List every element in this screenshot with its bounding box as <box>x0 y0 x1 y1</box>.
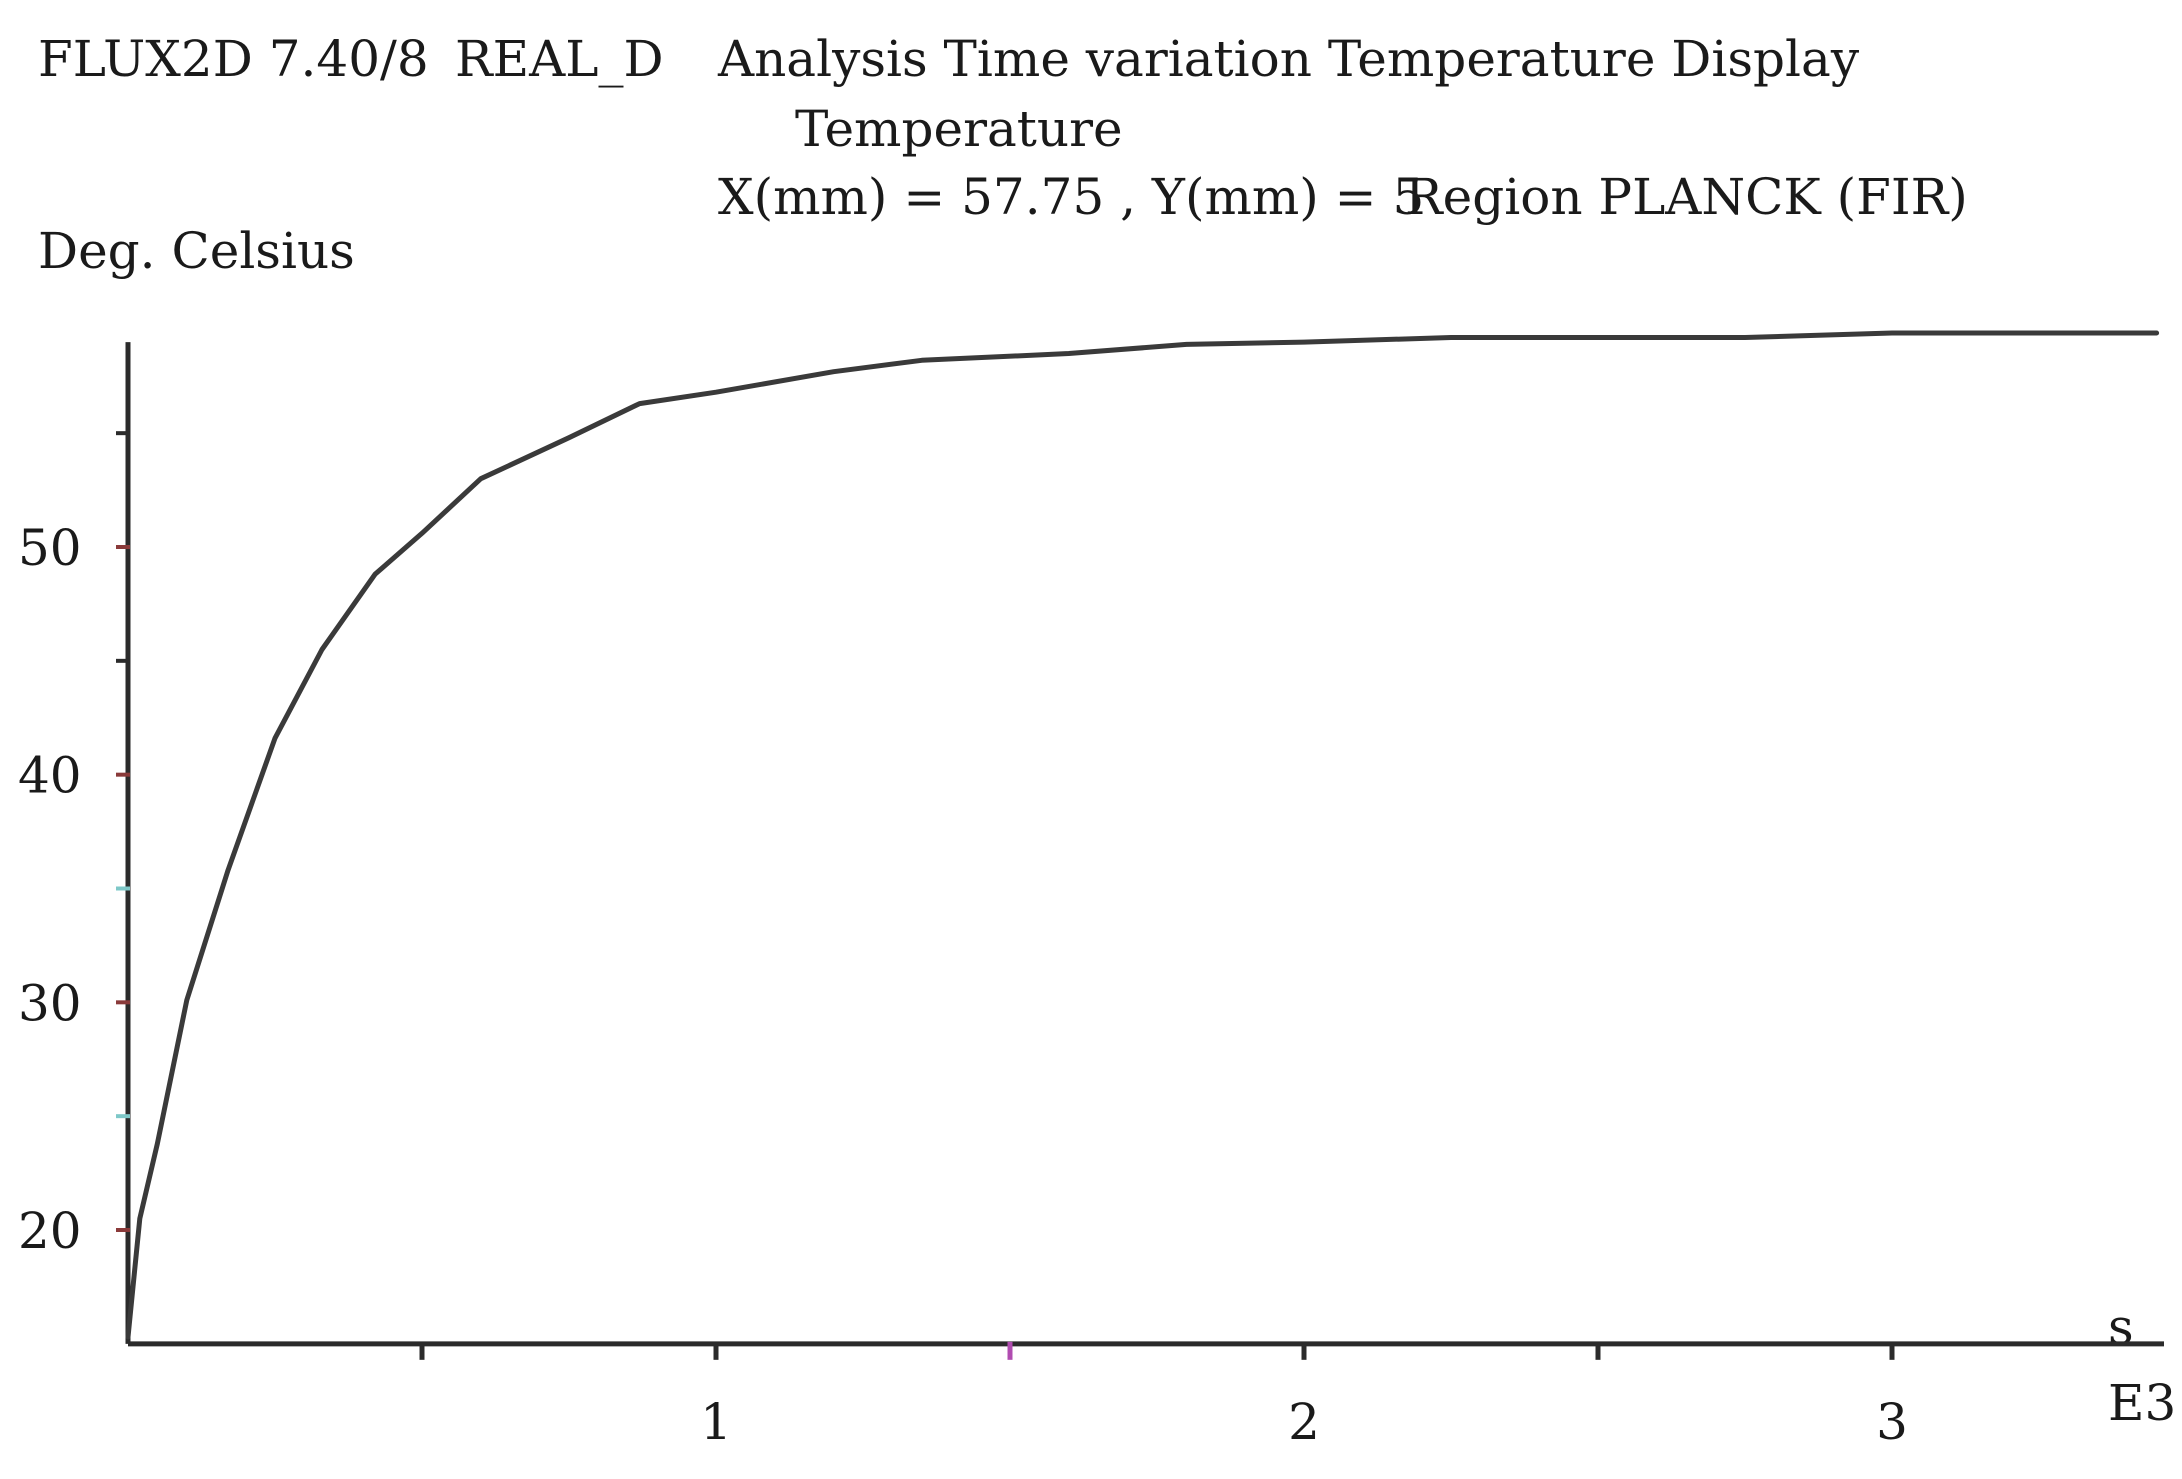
y-tick-label: 50 <box>18 519 82 577</box>
series-layer <box>125 330 2160 1340</box>
probe-location: X(mm) = 57.75 , Y(mm) = 5 <box>718 168 1425 226</box>
y-tick-label: 30 <box>18 974 82 1032</box>
y-tick-label: 20 <box>18 1202 82 1260</box>
case-name: REAL_D <box>455 30 664 88</box>
probe-region: Region PLANCK (FIR) <box>1405 168 1968 226</box>
temperature-series-line <box>125 330 2160 1340</box>
x-tick-label: 2 <box>1288 1393 1320 1451</box>
axes <box>125 342 2164 1347</box>
analysis-description: Analysis Time variation Temperature Disp… <box>718 30 1860 88</box>
x-tick-label: 1 <box>700 1393 732 1451</box>
tick-labels: 1 2 3 20 30 40 50 <box>18 519 1908 1451</box>
chart-title: Temperature <box>795 100 1123 158</box>
y-tick-label: 40 <box>18 747 82 805</box>
x-axis-multiplier-label: E3 <box>2108 1374 2177 1432</box>
software-version: FLUX2D 7.40/8 <box>38 30 429 88</box>
y-axis-label: Deg. Celsius <box>38 222 355 280</box>
axis-ticks <box>116 431 1895 1360</box>
x-tick-label: 3 <box>1876 1393 1908 1451</box>
